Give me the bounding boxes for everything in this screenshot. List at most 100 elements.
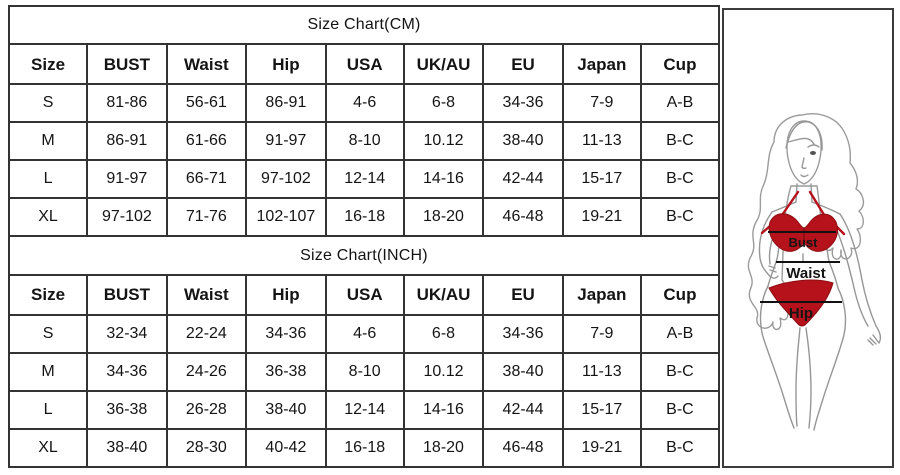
size-cell: 91-97 (245, 121, 327, 162)
column-header: Japan (561, 43, 642, 86)
column-header: Japan (561, 273, 642, 316)
size-cell: A-B (639, 313, 721, 354)
size-cell: 11-13 (561, 351, 642, 392)
left-arm-line (758, 211, 781, 279)
size-cell: 19-21 (561, 197, 642, 238)
table-header-row: Size BUST Waist Hip USA UK/AU EU Japan C… (7, 43, 721, 86)
size-cell: 81-86 (86, 83, 168, 124)
size-cell: 34-36 (245, 313, 327, 354)
table-title-inch: Size Chart(INCH) (8, 235, 720, 276)
size-cell: 86-91 (245, 83, 327, 124)
size-cell: XL (7, 427, 89, 469)
size-cell: 91-97 (86, 159, 168, 200)
size-cell: M (7, 121, 89, 162)
eye-icon (810, 151, 816, 155)
face-outline (786, 120, 822, 185)
table-row: L 91-97 66-71 97-102 12-14 14-16 42-44 1… (7, 159, 721, 200)
size-cell: B-C (639, 197, 721, 238)
size-cell: 16-18 (324, 197, 405, 238)
leg-lines (759, 285, 847, 431)
size-cell: B-C (639, 389, 721, 430)
size-cell: 24-26 (165, 351, 248, 392)
table-title-cm: Size Chart(CM) (8, 4, 720, 46)
size-cell: 38-40 (482, 351, 564, 392)
size-cell: S (7, 313, 89, 354)
hip-label: Hip (789, 305, 813, 322)
table-row: XL 38-40 28-30 40-42 16-18 18-20 46-48 1… (7, 427, 721, 469)
size-cell: M (7, 351, 89, 392)
size-cell: 97-102 (245, 159, 327, 200)
size-cell: 34-36 (482, 313, 564, 354)
size-cell: L (7, 389, 89, 430)
bust-label: Bust (789, 235, 819, 250)
size-cell: 40-42 (245, 427, 327, 469)
hair-outline (747, 113, 865, 331)
column-header: BUST (86, 273, 168, 316)
table-row: S 81-86 56-61 86-91 4-6 6-8 34-36 7-9 A-… (7, 83, 721, 124)
size-cell: 10.12 (402, 121, 485, 162)
size-cell: 97-102 (86, 197, 168, 238)
size-cell: 14-16 (402, 159, 485, 200)
size-cell: 22-24 (165, 313, 248, 354)
bikini-straps (760, 190, 846, 236)
table-row: L 36-38 26-28 38-40 12-14 14-16 42-44 15… (7, 389, 721, 430)
size-cell: 7-9 (561, 313, 642, 354)
table-header-row: Size BUST Waist Hip USA UK/AU EU Japan C… (7, 273, 721, 316)
mouth-line (800, 174, 809, 178)
column-header: Hip (245, 273, 327, 316)
size-cell: 10.12 (402, 351, 485, 392)
column-header: USA (324, 43, 405, 86)
size-cell: 46-48 (482, 197, 564, 238)
column-header: EU (482, 43, 564, 86)
column-header: BUST (86, 43, 168, 86)
waist-label: Waist (786, 265, 825, 282)
size-cell: 86-91 (86, 121, 168, 162)
size-cell: XL (7, 197, 89, 238)
size-cell: 16-18 (324, 427, 405, 469)
column-header: Hip (245, 43, 327, 86)
size-cell: 61-66 (165, 121, 248, 162)
table-title-row: Size Chart(CM) (8, 4, 720, 46)
size-cell: 19-21 (561, 427, 642, 469)
size-cell: 38-40 (86, 427, 168, 469)
size-cell: 28-30 (165, 427, 248, 469)
size-cell: 34-36 (482, 83, 564, 124)
measurement-figure-panel: Bust Waist Hip (722, 8, 894, 468)
bikini-model-illustration: Bust Waist Hip (747, 113, 882, 431)
table-title-row: Size Chart(INCH) (8, 235, 720, 276)
table-row: M 34-36 24-26 36-38 8-10 10.12 38-40 11-… (7, 351, 721, 392)
size-cell: 14-16 (402, 389, 485, 430)
size-cell: 66-71 (165, 159, 248, 200)
column-header: Cup (639, 43, 721, 86)
size-cell: 11-13 (561, 121, 642, 162)
size-cell: B-C (639, 351, 721, 392)
size-cell: 18-20 (402, 427, 485, 469)
column-header: UK/AU (402, 43, 485, 86)
size-cell: L (7, 159, 89, 200)
size-cell: 32-34 (86, 313, 168, 354)
size-cell: 4-6 (324, 83, 405, 124)
size-cell: 26-28 (165, 389, 248, 430)
column-header: USA (324, 273, 405, 316)
eyebrow-icon (807, 144, 820, 148)
size-cell: 7-9 (561, 83, 642, 124)
right-arm-line (833, 213, 882, 346)
size-cell: 8-10 (324, 121, 405, 162)
size-chart-table: Size Chart(CM) Size BUST Waist Hip USA U… (7, 4, 721, 469)
size-cell: 4-6 (324, 313, 405, 354)
size-cell: 12-14 (324, 159, 405, 200)
bikini-bottom (768, 279, 834, 327)
column-header: EU (482, 273, 564, 316)
size-cell: 8-10 (324, 351, 405, 392)
column-header: UK/AU (402, 273, 485, 316)
column-header: Size (7, 43, 89, 86)
size-cell: 36-38 (245, 351, 327, 392)
table-row: XL 97-102 71-76 102-107 16-18 18-20 46-4… (7, 197, 721, 238)
size-cell: 6-8 (402, 313, 485, 354)
size-cell: 38-40 (482, 121, 564, 162)
column-header: Waist (165, 43, 248, 86)
size-cell: 38-40 (245, 389, 327, 430)
size-cell: 15-17 (561, 159, 642, 200)
size-cell: 18-20 (402, 197, 485, 238)
table-row: M 86-91 61-66 91-97 8-10 10.12 38-40 11-… (7, 121, 721, 162)
